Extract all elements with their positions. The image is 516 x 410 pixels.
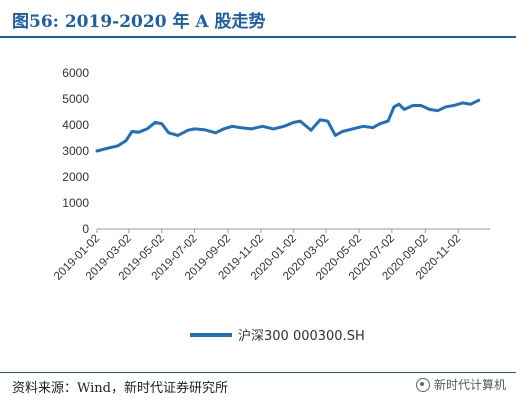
source-divider [0,372,516,373]
y-tick-label: 4000 [62,118,89,132]
legend-label: 沪深300 000300.SH [238,328,365,344]
chart-svg: 0 1000 2000 3000 4000 5000 6000 2019-01-022019… [52,66,490,344]
x-axis: 2019-01-022019-03-022019-05-022019-07-02… [52,228,490,283]
title-row: 图56: 2019-2020 年 A 股走势 [0,0,516,34]
wechat-icon [415,377,430,392]
legend: 沪深300 000300.SH [190,328,365,344]
source-note: 资料来源：Wind，新时代证券研究所 [12,381,228,396]
figure-title: 图56: 2019-2020 年 A 股走势 [12,12,266,32]
series-layer [95,98,481,153]
y-tick-label: 0 [82,222,89,236]
y-tick-label: 3000 [62,144,89,158]
y-tick-label: 2000 [62,170,89,184]
title-divider [0,36,516,38]
y-tick-label: 5000 [62,92,89,106]
y-axis: 0 1000 2000 3000 4000 5000 6000 [62,66,89,236]
y-tick-label: 6000 [62,66,89,80]
series-line [95,98,481,153]
watermark-label: 新时代计算机 [433,378,506,392]
y-tick-label: 1000 [62,196,89,210]
watermark: 新时代计算机 [415,376,506,393]
